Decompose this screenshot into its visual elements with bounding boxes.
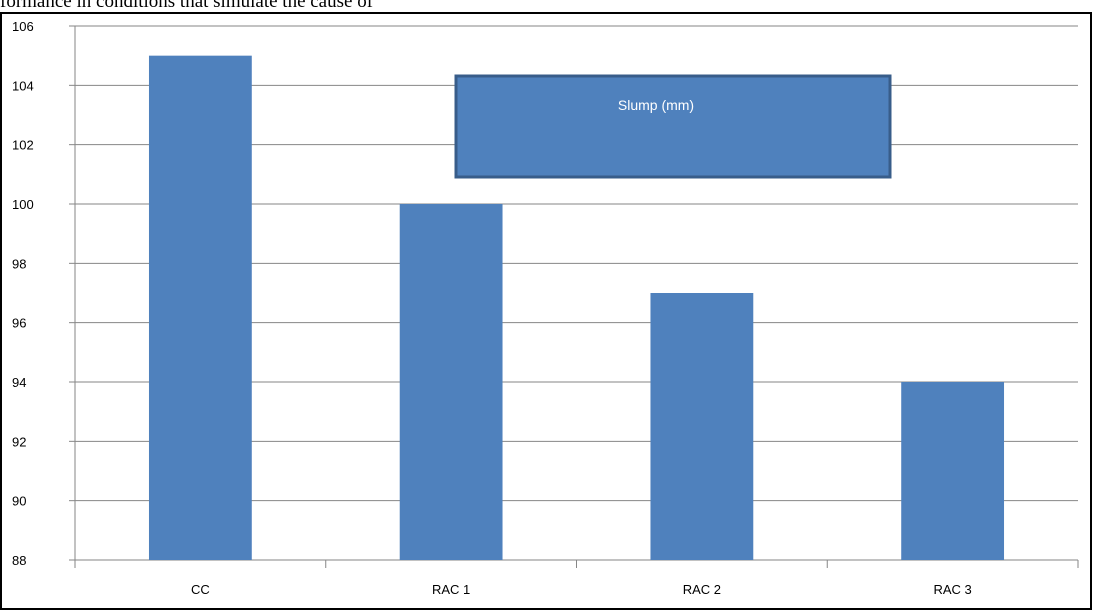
y-tick-label: 88: [12, 553, 26, 568]
x-tick-label: RAC 3: [933, 582, 971, 597]
bars: [148, 55, 1005, 561]
x-tick-label: RAC 1: [432, 582, 470, 597]
bar: [901, 382, 1005, 560]
y-tick-label: 92: [12, 434, 26, 449]
y-tick-label: 104: [12, 78, 34, 93]
y-tick-label: 100: [12, 197, 34, 212]
y-axis-tick-labels: 88 90 92 94 96 98 100 102 104 106: [12, 19, 34, 568]
chart-title-background: [454, 74, 892, 179]
y-tick-label: 94: [12, 375, 26, 390]
y-tick-label: 96: [12, 316, 26, 331]
y-tick-label: 102: [12, 138, 34, 153]
y-tick-label: 90: [12, 494, 26, 509]
x-axis-tick-labels: CC RAC 1 RAC 2 RAC 3: [191, 582, 972, 597]
x-tick-label: CC: [191, 582, 210, 597]
bar: [148, 55, 252, 561]
x-tick-label: RAC 2: [683, 582, 721, 597]
y-tick-label: 98: [12, 256, 26, 271]
chart-title: Slump (mm): [618, 97, 694, 113]
page-text-fragment: formance in conditions that simulate the…: [0, 0, 374, 12]
y-tick-label: 106: [12, 19, 34, 34]
chart-title-box: Slump (mm): [454, 74, 892, 179]
bar: [399, 204, 503, 560]
plot-frame: [0, 12, 1092, 610]
bar: [650, 293, 754, 560]
